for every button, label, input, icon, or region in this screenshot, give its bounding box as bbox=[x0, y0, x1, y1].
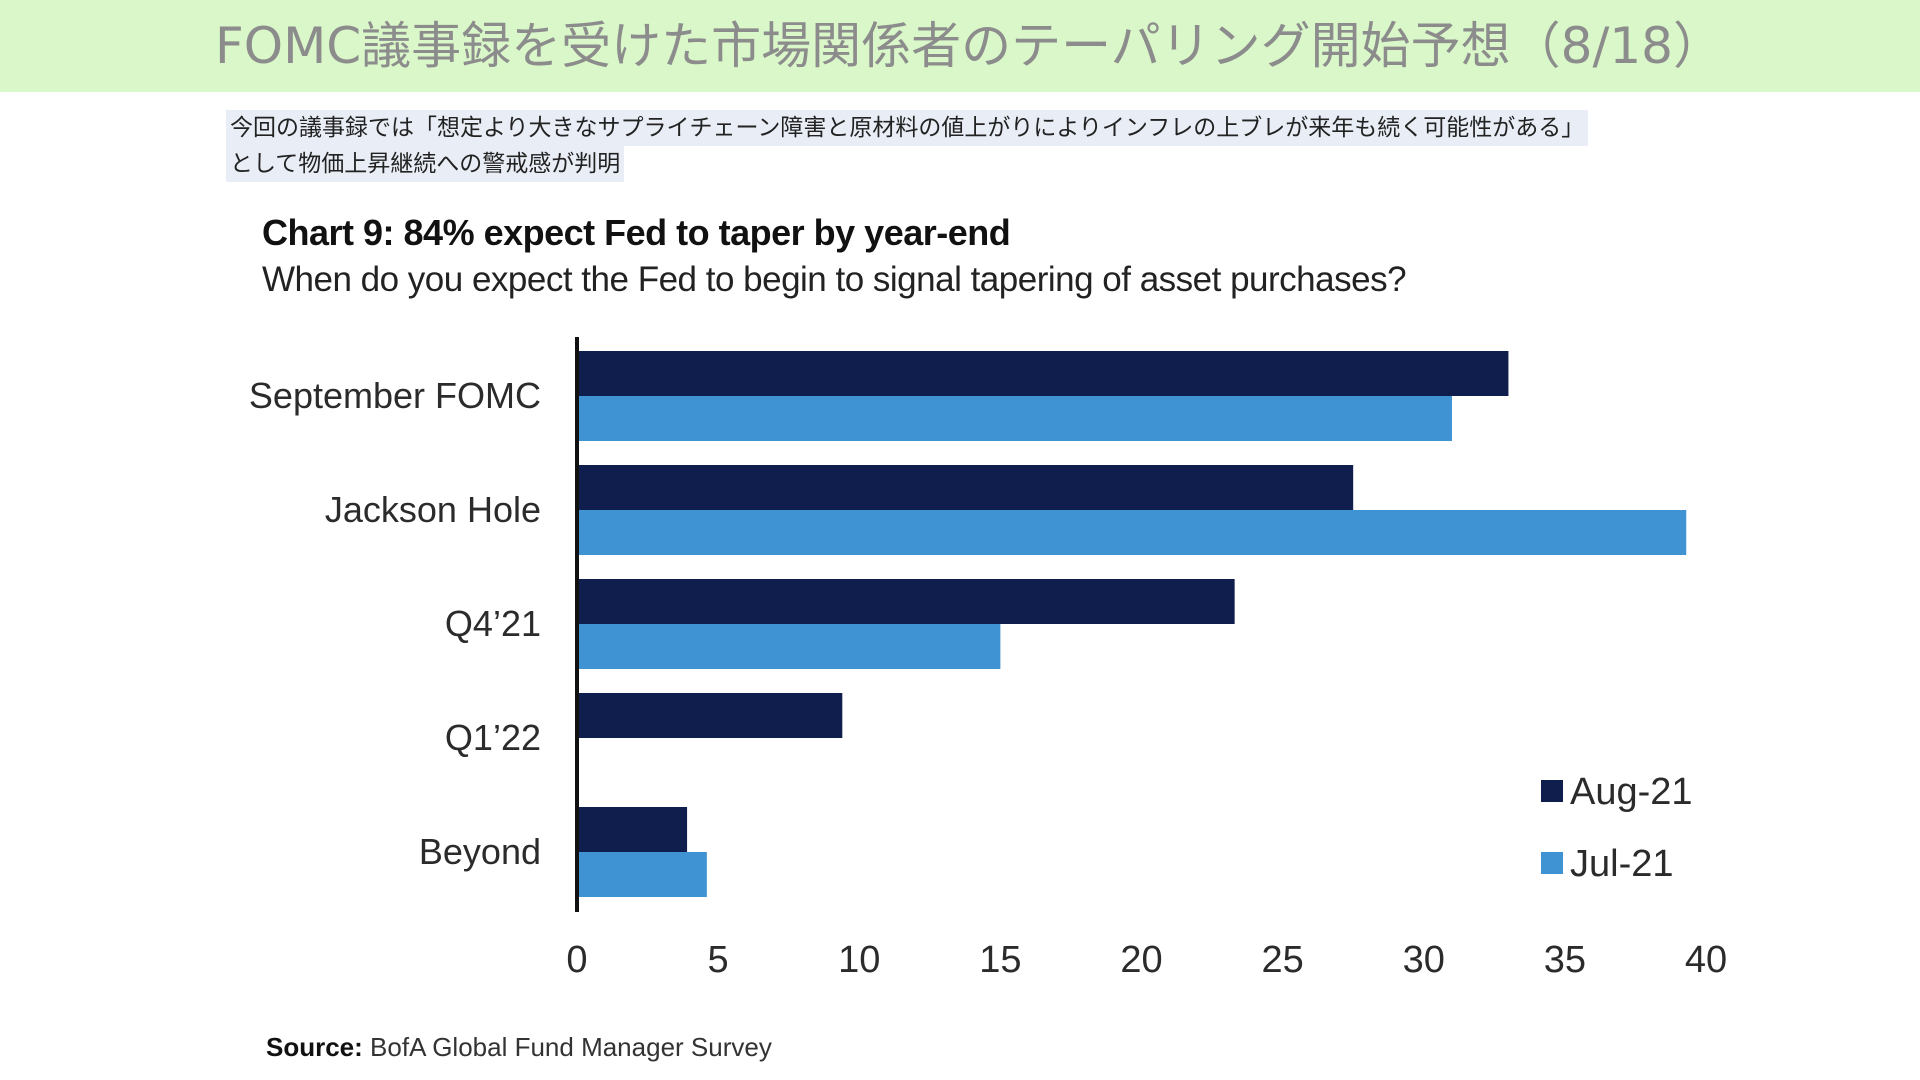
title-banner bbox=[0, 0, 1920, 92]
x-tick-label: 25 bbox=[1261, 939, 1303, 981]
legend-label-aug-21: Aug-21 bbox=[1570, 771, 1693, 813]
bar-jul-21-3 bbox=[577, 624, 1001, 669]
source-note: Source: BofA Global Fund Manager Survey bbox=[266, 1032, 772, 1063]
x-tick-label: 15 bbox=[979, 939, 1021, 981]
x-tick-label: 10 bbox=[838, 939, 880, 981]
category-label: Q1’22 bbox=[445, 717, 541, 758]
lead-line-2: として物価上昇継続への警戒感が判明 bbox=[226, 146, 625, 182]
legend-label-jul-21: Jul-21 bbox=[1570, 843, 1674, 885]
x-tick-label: 20 bbox=[1120, 939, 1162, 981]
x-tick-label: 5 bbox=[708, 939, 729, 981]
category-label: September FOMC bbox=[249, 375, 541, 416]
bar-aug-21-1 bbox=[577, 351, 1509, 396]
bar-aug-21-2 bbox=[577, 465, 1354, 510]
bar-jul-21-2 bbox=[577, 510, 1687, 555]
lead-text: 今回の議事録では「想定より大きなサプライチェーン障害と原材料の値上がりによりイン… bbox=[226, 110, 1589, 182]
x-tick-label: 0 bbox=[566, 939, 587, 981]
x-tick-label: 40 bbox=[1685, 939, 1727, 981]
category-label: Beyond bbox=[419, 831, 541, 872]
slide-title: FOMC議事録を受けた市場関係者のテーパリング開始予想（8/18） bbox=[215, 17, 1723, 75]
chart-subtitle: When do you expect the Fed to begin to s… bbox=[262, 260, 1407, 299]
category-label: Jackson Hole bbox=[325, 489, 541, 530]
x-tick-label: 30 bbox=[1403, 939, 1445, 981]
source-label: Source: bbox=[266, 1032, 363, 1062]
category-label: Q4’21 bbox=[445, 603, 541, 644]
source-text: BofA Global Fund Manager Survey bbox=[370, 1032, 772, 1062]
legend-swatch-aug-21 bbox=[1541, 780, 1563, 802]
bar-aug-21-5 bbox=[577, 807, 688, 852]
x-tick-label: 35 bbox=[1544, 939, 1586, 981]
bar-aug-21-4 bbox=[577, 693, 843, 738]
bar-jul-21-1 bbox=[577, 396, 1452, 441]
bar-aug-21-3 bbox=[577, 579, 1235, 624]
legend-swatch-jul-21 bbox=[1541, 852, 1563, 874]
bar-jul-21-5 bbox=[577, 852, 707, 897]
chart-title: Chart 9: 84% expect Fed to taper by year… bbox=[262, 212, 1011, 253]
lead-line-1: 今回の議事録では「想定より大きなサプライチェーン障害と原材料の値上がりによりイン… bbox=[226, 110, 1589, 146]
